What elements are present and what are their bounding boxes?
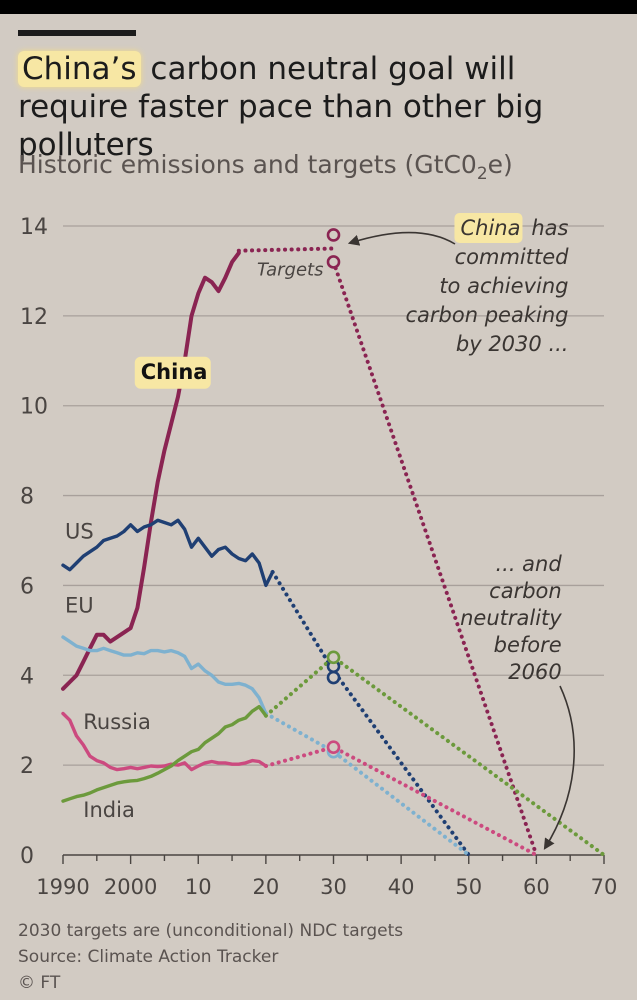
india-label: India (83, 798, 135, 822)
china-peaking-note-highlight-text: China (460, 216, 520, 240)
india-label-text: India (83, 798, 135, 822)
china-peaking-note-line-3: carbon peaking (406, 303, 569, 327)
x-tick-label-2020: 20 (253, 875, 280, 899)
x-tick-label-2010: 10 (185, 875, 212, 899)
neutrality-arrow (543, 685, 575, 850)
y-tick-label-6: 6 (20, 574, 34, 599)
x-tick-label-2060: 60 (523, 875, 550, 899)
y-tick-label-10: 10 (20, 395, 48, 420)
title-highlight: China’s (18, 51, 141, 87)
india-target-point-0 (326, 650, 341, 665)
y-tick-label-4: 4 (20, 664, 34, 689)
emissions-chart: 0 2 4 6 8 10 12 14 1990 2000 10 20 30 40 50 60 70 China US… (20, 213, 618, 899)
russia-label-text: Russia (83, 710, 151, 734)
china-peaking-note-line-4: by 2030 ... (456, 332, 569, 356)
russia-history-line (61, 711, 268, 772)
footer: 2030 targets are (unconditional) NDC tar… (18, 918, 403, 996)
eu-history-line (61, 635, 268, 716)
footer-source: Source: Climate Action Tracker (18, 947, 279, 967)
y-tick-label-8: 8 (20, 485, 34, 510)
x-tick-label-1990: 1990 (36, 875, 89, 899)
neutrality-note-line-1: carbon (489, 579, 562, 603)
china-target-point-1 (326, 255, 341, 269)
peaking-arrow (347, 231, 456, 246)
eu-label: EU (65, 593, 94, 617)
russia-label: Russia (83, 710, 151, 734)
china-label: China (134, 356, 211, 389)
china-label-text: China (141, 360, 208, 384)
x-tick-label-2040: 40 (388, 875, 415, 899)
us-history-line (61, 518, 275, 588)
china-peaking-note-line-2: to achieving (439, 274, 568, 298)
chart-subtitle: Historic emissions and targets (GtC02e) (18, 150, 513, 184)
china-peaking-note: China has committed to achieving carbon peak… (406, 213, 570, 356)
china-history-line (61, 251, 241, 691)
footer-note: 2030 targets are (unconditional) NDC tar… (18, 921, 404, 941)
china-projection-dotted-line (331, 259, 539, 857)
top-black-bar (0, 0, 637, 14)
us-projection-dotted-line (270, 570, 471, 857)
x-tick-label-2070: 70 (591, 875, 618, 899)
neutrality-note-line-4: 2060 (508, 660, 561, 684)
india-projection-dotted-line (263, 654, 606, 857)
neutrality-note-line-3: before (494, 633, 562, 657)
y-tick-label-12: 12 (20, 305, 48, 330)
us-label: US (65, 519, 94, 543)
us-target-point-1 (326, 670, 341, 685)
neutrality-note-line-2: neutrality (460, 606, 562, 630)
china-peaking-note-line-0: has (531, 216, 568, 240)
eu-label-text: EU (65, 593, 94, 617)
title-rule (18, 30, 136, 36)
russia-target-point-0 (326, 740, 341, 754)
targets-label: Targets (257, 259, 323, 280)
china-peaking-note-highlight (454, 213, 523, 243)
subtitle-post: e) (487, 150, 513, 179)
neutrality-note-line-0: ... and (495, 552, 562, 576)
neutrality-note: ... and carbon neutrality before 2060 (460, 552, 562, 684)
x-tick-label-2030: 30 (320, 875, 347, 899)
title-rest: carbon neutral goal will require faster … (18, 51, 544, 163)
us-label-text: US (65, 519, 94, 543)
india-history-line (61, 705, 268, 803)
subtitle-sub: 2 (476, 164, 488, 184)
chart-title: China’s carbon neutral goal will require… (18, 50, 628, 164)
footer-credit: © FT (18, 973, 61, 993)
china-target-point-0 (326, 228, 341, 242)
china-target-dotted-line (236, 246, 336, 253)
y-tick-label-2: 2 (20, 754, 34, 779)
x-tick-label-2050: 50 (455, 875, 482, 899)
subtitle-pre: Historic emissions and targets (GtC0 (18, 150, 477, 179)
russia-projection-dotted-line (263, 745, 539, 857)
china-peaking-note-line-1: committed (455, 245, 570, 269)
x-tick-label-2000: 2000 (104, 875, 157, 899)
china-label-highlight (134, 356, 211, 389)
y-tick-label-0: 0 (20, 844, 34, 869)
y-tick-label-14: 14 (20, 215, 48, 240)
